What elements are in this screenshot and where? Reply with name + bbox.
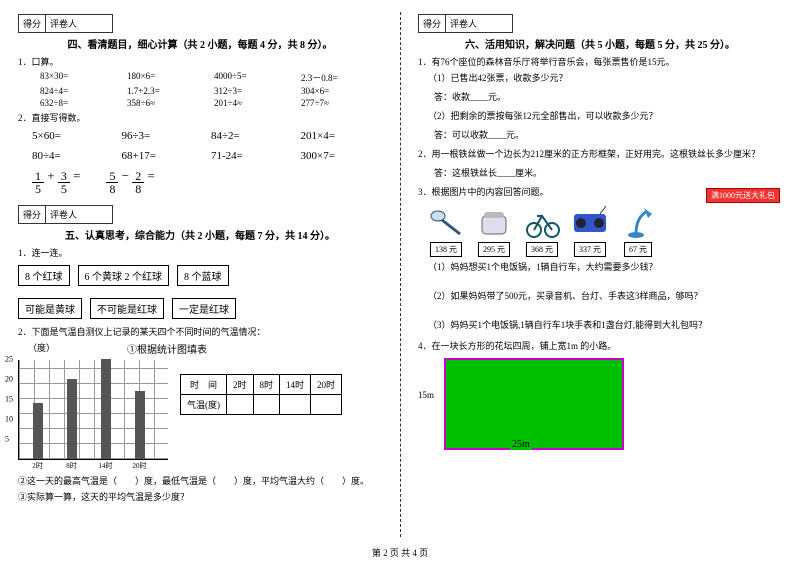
lawn-length: 25m [510, 439, 532, 450]
r-q4: 4．在一块长方形的花坛四周，铺上宽1m 的小路。 [418, 339, 782, 352]
calc-item: 277÷7≈ [301, 98, 382, 108]
calc-item: 201÷4≈ [214, 98, 295, 108]
option-box: 6 个黄球 2 个红球 [78, 265, 170, 286]
r-q3-3: （3）妈妈买1个电饭锅,1辆自行车1块手表和1盏台灯,能得到大礼包吗？ [418, 318, 782, 331]
stat-table: 时 间2时8时14时20时 气温(度) [180, 374, 342, 415]
page-footer: 第 2 页 共 4 页 [0, 546, 800, 559]
scorebox-5: 得分 评卷人 [18, 205, 113, 224]
r-q3-1: （1）妈妈想买1个电饭锅，1辆自行车，大约需要多少钱？ [418, 260, 782, 273]
scorebox-6: 得分 评卷人 [418, 14, 513, 33]
price-tag: 337 元 [574, 242, 606, 257]
price-tag: 138 元 [430, 242, 462, 257]
cooker-icon [474, 204, 514, 240]
chart-title: ①根据统计图填表 [127, 341, 207, 356]
boxes-bot: 可能是黄球不可能是红球一定是红球 [18, 295, 382, 322]
r-q1-ans: 答：收款____元。 [434, 90, 782, 103]
bike-icon [522, 204, 562, 240]
calc-item: 83×30= [40, 71, 121, 84]
lamp-icon [618, 204, 658, 240]
shop-item: 67 元 [618, 204, 658, 257]
calc-item: 312÷3= [214, 86, 295, 96]
section-5-title: 五、认真思考，综合能力（共 2 小题，每题 7 分，共 14 分）。 [18, 227, 382, 242]
q5-2: 2．下面是气温自测仪上记录的某天四个不同时间的气温情况： [18, 325, 382, 338]
option-box: 不可能是红球 [90, 298, 164, 319]
r-q1-2: （2）把剩余的票按每张12元全部售出，可以收款多少元？ [418, 109, 782, 122]
calc-item: 68+17= [122, 150, 204, 162]
calc-item: 1.7+2.3= [127, 86, 208, 96]
left-column: 得分 评卷人 四、看清题目，细心计算（共 2 小题，每题 4 分，共 8 分）。… [0, 0, 400, 565]
bar-chart: 5101520252时8时14时20时 [18, 360, 168, 460]
promo-badge: 满1000元送大礼包 [706, 188, 780, 203]
big-calc-grid: 5×60= 96÷3= 84÷2= 201×4= 80÷4= 68+17= 71-24= 30… [18, 130, 382, 162]
r-q1-2ans: 答：可以收款____元。 [434, 128, 782, 141]
calc-item: 180×6= [127, 71, 208, 84]
shop-item: 295 元 [474, 204, 514, 257]
price-tag: 67 元 [624, 242, 652, 257]
option-box: 8 个蓝球 [177, 265, 229, 286]
price-tag: 368 元 [526, 242, 558, 257]
calc-item: 304×6= [301, 86, 382, 96]
option-box: 8 个红球 [18, 265, 70, 286]
spoon-icon [426, 204, 466, 240]
shop-item: 138 元 [426, 204, 466, 257]
lawn-rect: 15m 25m [444, 358, 624, 450]
radio-icon [570, 204, 610, 240]
boxes-top: 8 个红球 6 个黄球 2 个红球 8 个蓝球 [18, 262, 382, 289]
calc-item: 4000÷5= [214, 71, 295, 84]
shop-item: 337 元 [570, 204, 610, 257]
option-box: 一定是红球 [172, 298, 236, 319]
score-label: 得分 [19, 15, 46, 32]
option-box: 可能是黄球 [18, 298, 82, 319]
scorebox: 得分 评卷人 [18, 14, 113, 33]
calc-item: 96÷3= [122, 130, 204, 142]
calc-item: 824÷4= [40, 86, 121, 96]
lawn-width: 15m [418, 390, 434, 400]
calc-item: 84÷2= [211, 130, 293, 142]
calc-item: 71-24= [211, 150, 293, 162]
section-6-title: 六、活用知识，解决问题（共 5 小题，每题 5 分，共 25 分）。 [418, 36, 782, 51]
items-row: 满1000元送大礼包 138 元295 元368 元337 元67 元 [426, 204, 782, 257]
q5-2b: ②这一天的最高气温是（ ）度，最低气温是（ ）度，平均气温大约（ ）度。 [18, 474, 382, 487]
r-q2: 2．用一根铁丝做一个边长为212厘米的正方形框架，正好用完。这根铁丝长多少厘米？ [418, 147, 782, 160]
q4-1: 1．口算。 [18, 55, 382, 68]
calc-item: 5×60= [32, 130, 114, 142]
marker-label: 评卷人 [46, 15, 81, 32]
q4-2: 2．直接写得数。 [18, 111, 382, 124]
calc-item: 358÷6≈ [127, 98, 208, 108]
calc-item: 201×4= [301, 130, 383, 142]
calc-item: 80÷4= [32, 150, 114, 162]
calc-item: 2.3－0.8= [301, 71, 382, 84]
r-q2-ans: 答：这根铁丝长____厘米。 [434, 166, 782, 179]
calc-item: 300×7= [301, 150, 383, 162]
r-q1-1: （1）已售出42张票，收款多少元？ [418, 71, 782, 84]
q5-1: 1．连一连。 [18, 246, 382, 259]
q5-2c: ③实际算一算，这天的平均气温是多少度？ [18, 490, 382, 503]
section-4-title: 四、看清题目，细心计算（共 2 小题，每题 4 分，共 8 分）。 [18, 36, 382, 51]
mental-calc-grid: 83×30= 180×6= 4000÷5= 2.3－0.8= 824÷4= 1.7+2.3… [18, 71, 382, 108]
price-tag: 295 元 [478, 242, 510, 257]
r-q1: 1．有76个座位的森林音乐厅将举行音乐会，每张票售价是15元。 [418, 55, 782, 68]
r-q3-2: （2）如果妈妈带了500元，买录音机、台灯、手表这3样商品，够吗？ [418, 289, 782, 302]
shop-item: 368 元 [522, 204, 562, 257]
fraction-row: 15 + 35 = 58 − 28 = [18, 168, 382, 195]
calc-item: 632÷8= [40, 98, 121, 108]
right-column: 得分 评卷人 六、活用知识，解决问题（共 5 小题，每题 5 分，共 25 分）… [400, 0, 800, 565]
